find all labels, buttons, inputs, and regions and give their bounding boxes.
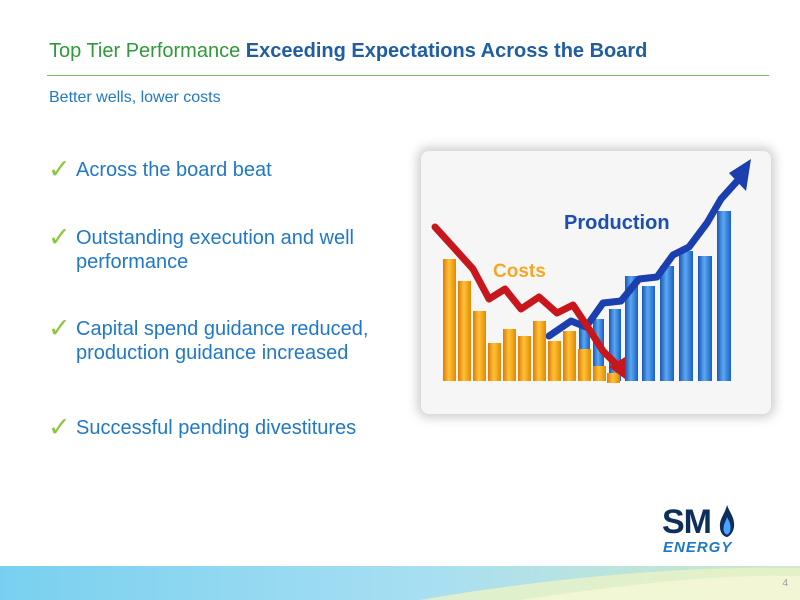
bullet-item: ✓ Successful pending divestitures (48, 412, 406, 443)
title-bold: Exceeding Expectations Across the Board (245, 40, 648, 62)
logo-energy-text: ENERGY (663, 539, 733, 556)
cost-bar (503, 329, 516, 381)
page-number: 4 (782, 578, 788, 589)
flame-icon (719, 505, 735, 537)
production-bar (660, 266, 674, 381)
cost-bar (548, 341, 561, 381)
cost-bar (488, 343, 501, 381)
bullet-item: ✓ Outstanding execution and well perform… (48, 222, 396, 274)
production-bar (625, 276, 638, 381)
logo-sm-text: SM (662, 503, 712, 541)
slide-title: Top Tier Performance Exceeding Expectati… (49, 40, 647, 63)
production-label: Production (564, 212, 670, 234)
bullet-item: ✓ Capital spend guidance reduced, produc… (48, 313, 396, 365)
bullet-text: Outstanding execution and well performan… (76, 227, 354, 273)
checkmark-icon: ✓ (48, 222, 71, 253)
cost-bar (578, 349, 591, 381)
production-bar (679, 251, 693, 381)
cost-bar (473, 311, 486, 381)
checkmark-icon: ✓ (48, 412, 71, 443)
production-bars (579, 211, 731, 381)
production-bar (642, 286, 655, 381)
bullet-item: ✓ Across the board beat (48, 154, 406, 185)
cost-bar (443, 259, 456, 381)
company-logo: SM ENERGY (662, 504, 742, 560)
costs-label: Costs (493, 261, 546, 282)
title-plain: Top Tier Performance (49, 40, 241, 62)
costs-arrow (431, 223, 625, 379)
title-divider (47, 75, 769, 76)
cost-bar (518, 336, 531, 381)
slide-subtitle: Better wells, lower costs (49, 89, 221, 106)
bullet-text: Across the board beat (76, 159, 272, 181)
cost-bar (593, 366, 606, 381)
footer-band (0, 566, 800, 600)
checkmark-icon: ✓ (48, 154, 71, 185)
costs-production-illustration: Costs Production (421, 151, 771, 414)
cost-bar (563, 331, 576, 381)
checkmark-icon: ✓ (48, 313, 71, 344)
illustration-svg: Costs Production (431, 159, 751, 383)
cost-bar (458, 281, 471, 381)
production-bar (698, 256, 712, 381)
bullet-text: Capital spend guidance reduced, producti… (76, 318, 369, 364)
production-bar (717, 211, 731, 381)
cost-bar (533, 321, 546, 381)
cost-bar (607, 373, 620, 383)
costs-bars (443, 259, 620, 383)
bullet-text: Successful pending divestitures (76, 417, 357, 439)
